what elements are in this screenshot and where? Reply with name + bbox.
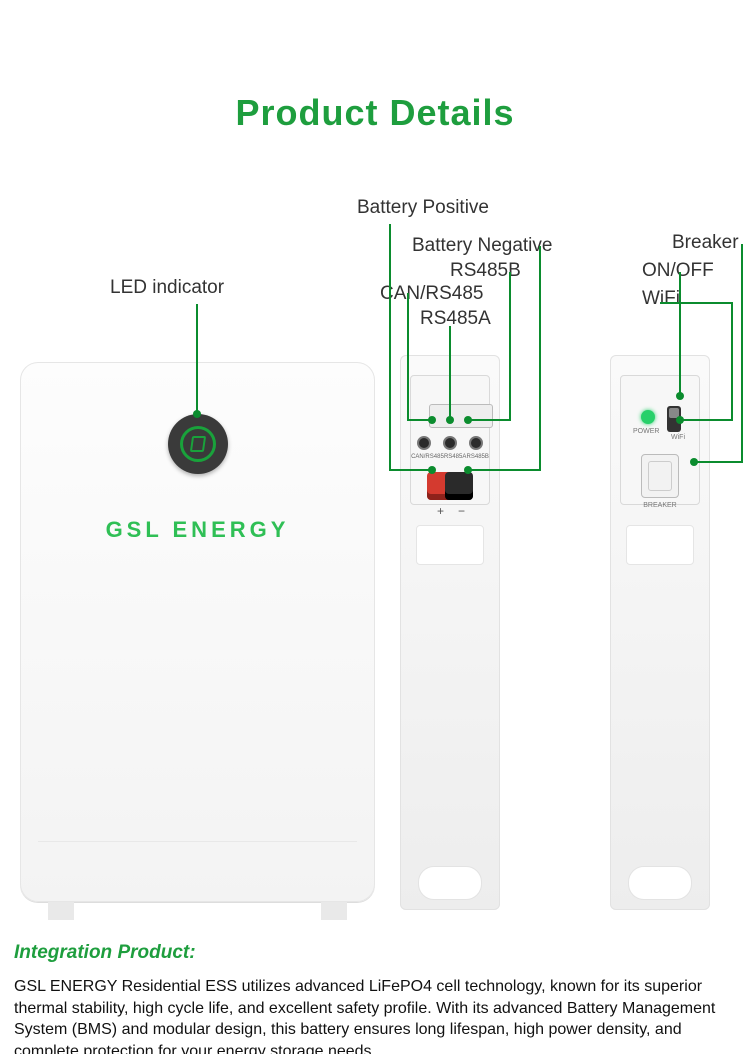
label-wifi: WiFi: [642, 288, 680, 310]
breaker-label: BREAKER: [621, 502, 699, 509]
led-indicator-icon: [168, 414, 228, 474]
port-label: CAN/RS485: [411, 454, 444, 460]
device-front: GSL ENERGY: [20, 362, 375, 902]
label-rs485b: RS485B: [450, 260, 521, 282]
port-can-icon: [417, 436, 431, 450]
terminal-sign-neg: −: [458, 504, 465, 518]
breaker-icon: [641, 454, 679, 498]
vent-cutout: [626, 525, 694, 565]
label-rs485a: RS485A: [420, 308, 491, 330]
terminal-sign-pos: +: [437, 504, 444, 518]
page-title: Product Details: [0, 92, 750, 134]
label-can: CAN/RS485: [380, 283, 484, 305]
onoff-switch-icon: [667, 406, 681, 432]
power-led-icon: [641, 410, 655, 424]
connector-panel: CAN/RS485 RS485A RS485B + −: [410, 375, 490, 505]
foot-cutout: [418, 866, 482, 900]
port-label: RS485B: [467, 454, 489, 460]
control-panel: POWER WiFi BREAKER: [620, 375, 700, 505]
device-side-a: CAN/RS485 RS485A RS485B + −: [400, 355, 500, 910]
label-onoff: ON/OFF: [642, 260, 714, 282]
device-side-b: POWER WiFi BREAKER: [610, 355, 710, 910]
section-heading: Integration Product:: [14, 942, 196, 964]
label-batt-pos: Battery Positive: [357, 197, 489, 219]
section-body: GSL ENERGY Residential ESS utilizes adva…: [14, 976, 734, 1054]
label-led: LED indicator: [110, 277, 224, 299]
port-rs485b-icon: [469, 436, 483, 450]
port-rs485a-icon: [443, 436, 457, 450]
foot-cutout: [628, 866, 692, 900]
top-connector-icon: [429, 404, 493, 428]
power-led-label: POWER: [633, 428, 659, 435]
terminal-negative-icon: [445, 472, 473, 500]
page: Product Details LED indicator Battery Po…: [0, 0, 750, 1054]
vent-cutout: [416, 525, 484, 565]
port-label: RS485A: [444, 454, 466, 460]
brand-text: GSL ENERGY: [20, 517, 375, 543]
label-batt-neg: Battery Negative: [412, 235, 552, 257]
wifi-port-label: WiFi: [671, 434, 685, 441]
label-breaker: Breaker: [672, 232, 739, 254]
